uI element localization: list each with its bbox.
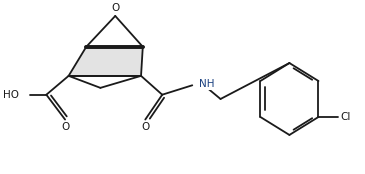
Text: O: O <box>111 3 119 13</box>
Polygon shape <box>69 47 143 76</box>
Text: NH: NH <box>199 80 215 89</box>
Text: Cl: Cl <box>341 112 351 122</box>
Text: O: O <box>61 122 69 132</box>
Text: O: O <box>141 122 149 132</box>
Text: HO: HO <box>3 90 19 100</box>
